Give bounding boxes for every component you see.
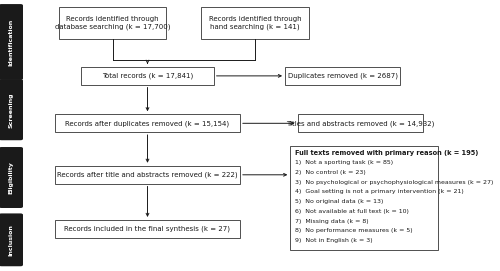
Text: 9)  Not in English (k = 3): 9) Not in English (k = 3)	[295, 238, 372, 243]
FancyBboxPatch shape	[55, 166, 240, 184]
Text: Total records (k = 17,841): Total records (k = 17,841)	[102, 73, 193, 79]
FancyBboxPatch shape	[290, 146, 438, 250]
Text: Full texts removed with primary reason (k = 195): Full texts removed with primary reason (…	[295, 150, 478, 156]
FancyBboxPatch shape	[0, 79, 23, 140]
FancyBboxPatch shape	[0, 214, 23, 266]
Text: Eligibility: Eligibility	[8, 161, 14, 194]
Text: Records after duplicates removed (k = 15,154): Records after duplicates removed (k = 15…	[66, 120, 230, 127]
Text: 8)  No performance measures (k = 5): 8) No performance measures (k = 5)	[295, 228, 412, 233]
FancyBboxPatch shape	[0, 147, 23, 208]
FancyBboxPatch shape	[285, 67, 400, 85]
FancyBboxPatch shape	[298, 114, 422, 132]
FancyBboxPatch shape	[55, 114, 240, 132]
Text: 5)  No original data (k = 13): 5) No original data (k = 13)	[295, 199, 383, 204]
FancyBboxPatch shape	[55, 220, 240, 238]
Text: 2)  No control (k = 23): 2) No control (k = 23)	[295, 170, 366, 175]
FancyBboxPatch shape	[81, 67, 214, 85]
Text: 6)  Not available at full text (k = 10): 6) Not available at full text (k = 10)	[295, 209, 408, 214]
Text: Records after title and abstracts removed (k = 222): Records after title and abstracts remove…	[57, 172, 238, 178]
Text: 4)  Goal setting is not a primary intervention (k = 21): 4) Goal setting is not a primary interve…	[295, 189, 464, 194]
Text: Titles and abstracts removed (k = 14,932): Titles and abstracts removed (k = 14,932…	[286, 120, 434, 127]
Text: Records identified through
database searching (k = 17,700): Records identified through database sear…	[55, 16, 170, 30]
Text: Screening: Screening	[8, 92, 14, 127]
FancyBboxPatch shape	[59, 7, 166, 38]
Text: Records included in the final synthesis (k = 27): Records included in the final synthesis …	[64, 226, 230, 232]
Text: Records identified through
hand searching (k = 141): Records identified through hand searchin…	[208, 16, 302, 30]
Text: 7)  Missing data (k = 8): 7) Missing data (k = 8)	[295, 218, 368, 224]
Text: Inclusion: Inclusion	[8, 224, 14, 256]
Text: 1)  Not a sporting task (k = 85): 1) Not a sporting task (k = 85)	[295, 160, 393, 165]
FancyBboxPatch shape	[201, 7, 309, 38]
FancyBboxPatch shape	[0, 4, 23, 80]
Text: Duplicates removed (k = 2687): Duplicates removed (k = 2687)	[288, 73, 398, 79]
Text: 3)  No psychological or psychophysiological measures (k = 27): 3) No psychological or psychophysiologic…	[295, 179, 493, 185]
Text: Identification: Identification	[8, 18, 14, 66]
